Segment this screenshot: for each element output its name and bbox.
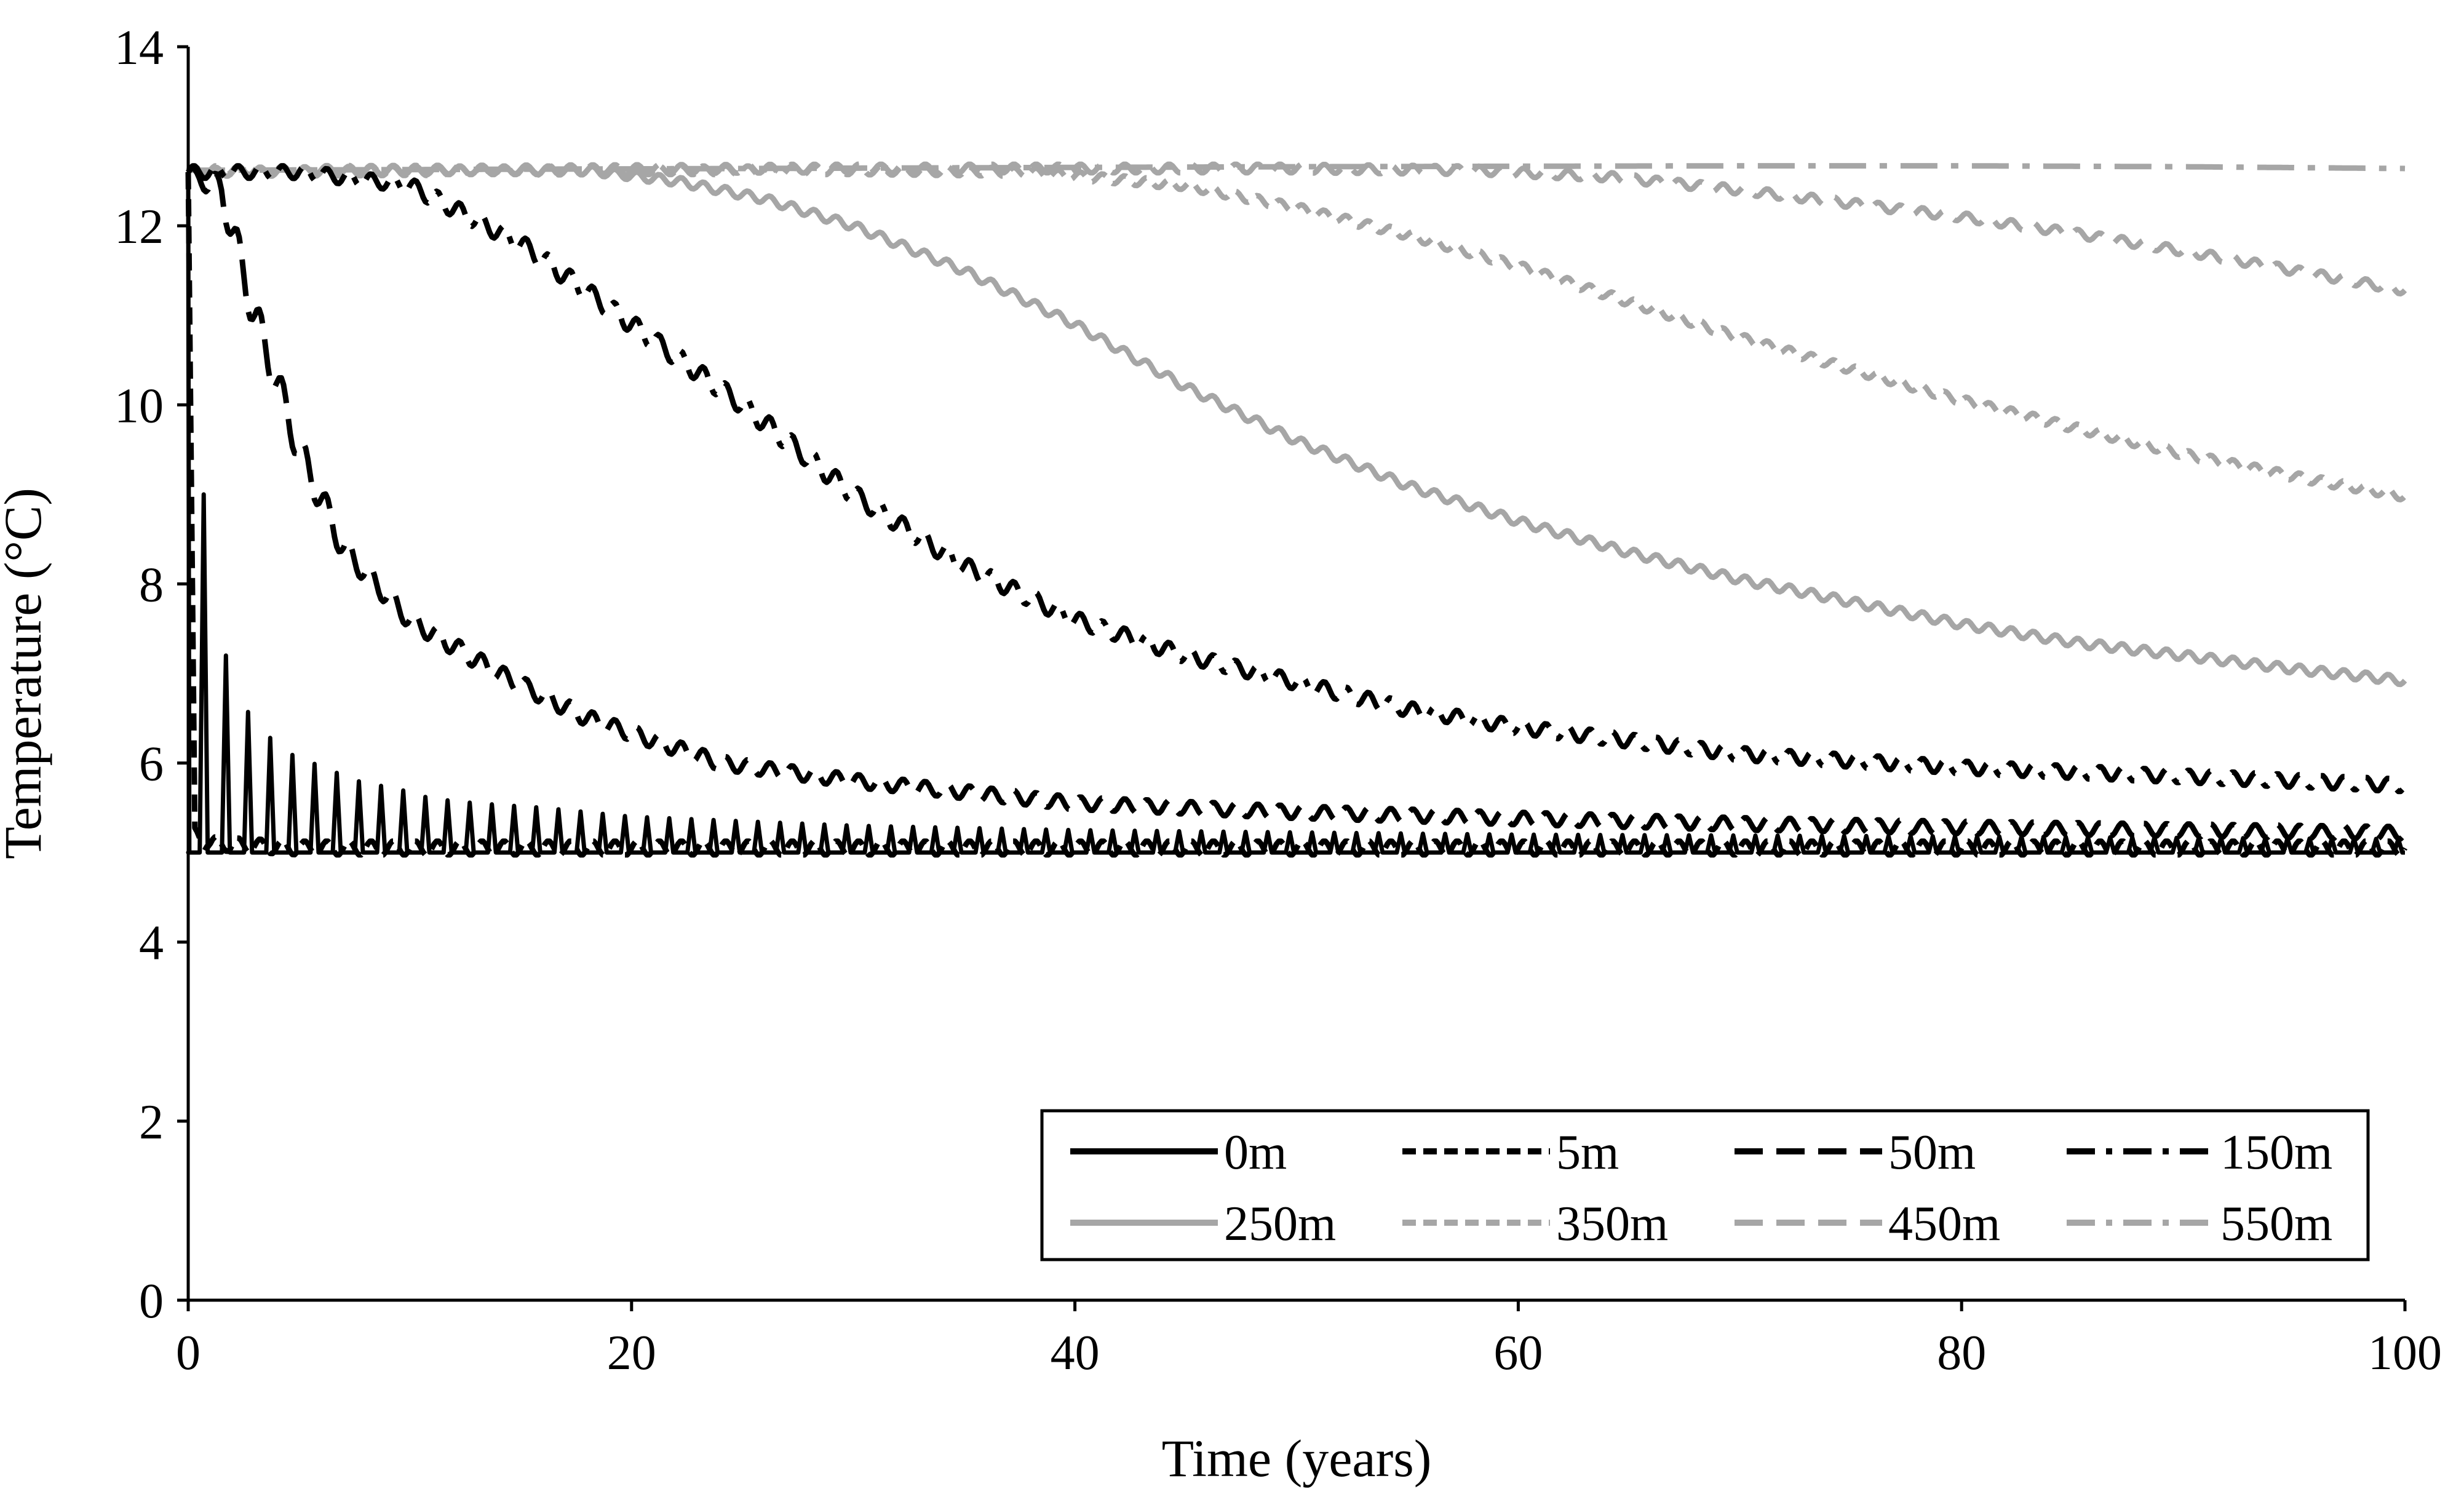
y-tick-label: 14 [114,21,164,75]
series-line-450m [186,161,2407,297]
series-line-50m [186,165,2407,842]
y-tick-label: 0 [139,1274,164,1328]
legend-label-50m: 50m [1888,1126,1976,1180]
series-line-150m [186,163,2407,795]
x-axis-title: Time (years) [1162,1429,1432,1488]
series-line-550m [188,163,2406,173]
legend-label-350m: 350m [1556,1197,1668,1251]
x-tick-label: 0 [176,1326,201,1380]
x-tick-label: 40 [1051,1326,1100,1380]
y-axis-title: Temperature (°C) [0,488,52,859]
legend-label-550m: 550m [2220,1197,2332,1251]
y-tick-label: 2 [139,1095,164,1150]
series-line-350m [186,163,2407,502]
plot-lines [185,161,2407,858]
y-tick-label: 6 [139,737,164,792]
legend-label-5m: 5m [1556,1126,1619,1180]
series-line-250m [186,163,2407,688]
series-line-5m [185,172,2407,858]
legend-label-450m: 450m [1888,1197,2000,1251]
y-tick-label: 10 [114,379,164,433]
y-tick-label: 12 [114,200,164,254]
y-tick-label: 8 [139,558,164,612]
y-tick-label: 4 [139,916,164,971]
legend-label-150m: 150m [2220,1126,2332,1180]
legend-box [1040,1109,2370,1261]
legend: 0m 5m 50m 150m 250m 350m 450m 550m [1040,1109,2370,1261]
legend-label-0m: 0m [1224,1126,1287,1180]
series-line-0m [186,172,2406,855]
legend-label-250m: 250m [1224,1197,1336,1251]
axes [186,47,2405,1302]
x-tick-label: 100 [2368,1326,2442,1380]
x-tick-label: 20 [607,1326,656,1380]
x-tick-label: 60 [1493,1326,1543,1380]
x-tick-label: 80 [1937,1326,1986,1380]
ticks: 0 20 40 60 80 100 0 2 4 6 8 10 12 14 [114,21,2442,1380]
